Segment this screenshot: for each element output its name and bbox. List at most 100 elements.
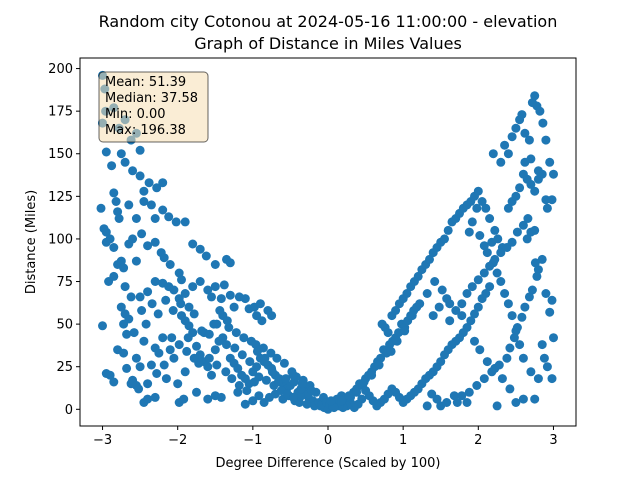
x-tick-label: −2 [168, 433, 187, 448]
data-point [452, 398, 462, 407]
data-point [392, 336, 402, 346]
data-point [212, 360, 222, 370]
data-point [386, 346, 396, 356]
data-point [248, 396, 258, 406]
data-point [383, 328, 393, 338]
data-point [502, 353, 512, 363]
data-point [485, 261, 495, 271]
data-point [150, 237, 160, 247]
x-tick-label: −1 [243, 433, 262, 448]
data-point [98, 321, 107, 331]
data-point [497, 374, 507, 384]
data-point [129, 328, 139, 338]
data-point [361, 386, 371, 396]
data-point [195, 244, 205, 254]
data-point [464, 387, 474, 397]
y-axis-ticks: 0 25 50 75 100 125 150 175 200 [48, 62, 80, 418]
data-point [413, 271, 423, 281]
data-point [273, 377, 283, 387]
data-point [146, 200, 156, 210]
data-point [134, 384, 144, 394]
data-point [503, 149, 513, 159]
data-point [493, 234, 503, 244]
data-point [524, 292, 534, 302]
data-point [174, 340, 184, 350]
data-point [139, 336, 149, 346]
data-point [526, 179, 536, 189]
data-point [210, 260, 220, 269]
data-point [479, 268, 489, 278]
data-point [128, 166, 138, 176]
data-point [526, 367, 536, 377]
data-point [229, 302, 239, 312]
data-point [139, 186, 149, 196]
data-point [161, 374, 171, 384]
data-point [524, 135, 534, 145]
data-point [281, 374, 291, 384]
data-point [533, 374, 543, 384]
y-tick-label: 50 [56, 318, 73, 333]
data-point [402, 289, 412, 298]
data-point [184, 302, 194, 312]
data-point [477, 294, 487, 304]
data-point [158, 205, 168, 215]
data-point [449, 391, 459, 401]
data-point [240, 399, 250, 409]
data-point [255, 299, 265, 309]
y-tick-label: 75 [56, 275, 73, 290]
stats-median: Median: 37.58 [105, 91, 198, 106]
data-point [359, 377, 369, 387]
stats-box: Mean: 51.39 Median: 37.58 Min: 0.00 Max:… [98, 71, 209, 143]
data-point [237, 350, 247, 360]
data-point [472, 381, 482, 390]
data-point [184, 321, 194, 331]
data-points [96, 70, 558, 414]
data-point [107, 161, 117, 171]
data-point [197, 326, 207, 336]
data-point [425, 254, 434, 264]
data-point [159, 253, 169, 263]
data-point [442, 398, 452, 407]
data-point [279, 358, 289, 368]
data-point [135, 362, 145, 372]
data-point [224, 323, 234, 332]
data-point [542, 203, 552, 213]
data-point [225, 258, 235, 268]
data-point [545, 307, 555, 317]
data-point [490, 254, 500, 264]
data-point [152, 183, 162, 193]
chart-title-line-2: Graph of Distance in Miles Values [194, 34, 462, 53]
data-point [251, 340, 261, 350]
y-tick-label: 175 [48, 105, 73, 120]
data-point [150, 392, 160, 402]
data-point [515, 183, 525, 193]
x-axis-ticks: −3 −2 −1 0 1 2 3 [93, 426, 558, 448]
data-point [207, 370, 216, 380]
y-tick-label: 150 [48, 147, 73, 162]
data-point [496, 277, 506, 286]
data-point [159, 360, 169, 370]
data-point [440, 350, 449, 360]
data-point [216, 294, 226, 304]
data-point [158, 333, 168, 343]
data-point [549, 169, 558, 179]
data-point [428, 311, 438, 321]
data-point [204, 329, 214, 339]
y-tick-label: 0 [65, 403, 73, 418]
data-point [451, 306, 461, 315]
data-point [114, 214, 124, 223]
data-point [131, 256, 141, 266]
data-point [511, 398, 521, 407]
data-point [120, 282, 130, 292]
data-point [180, 367, 190, 377]
data-point [467, 282, 477, 292]
data-point [152, 369, 162, 378]
data-point [466, 316, 476, 326]
data-point [161, 295, 171, 305]
x-axis-label: Degree Difference (Scaled by 100) [216, 456, 441, 471]
data-point [173, 379, 183, 389]
data-point [294, 398, 304, 407]
data-point [165, 260, 175, 269]
data-point [231, 328, 241, 338]
stats-max: Max: 196.38 [105, 123, 186, 138]
